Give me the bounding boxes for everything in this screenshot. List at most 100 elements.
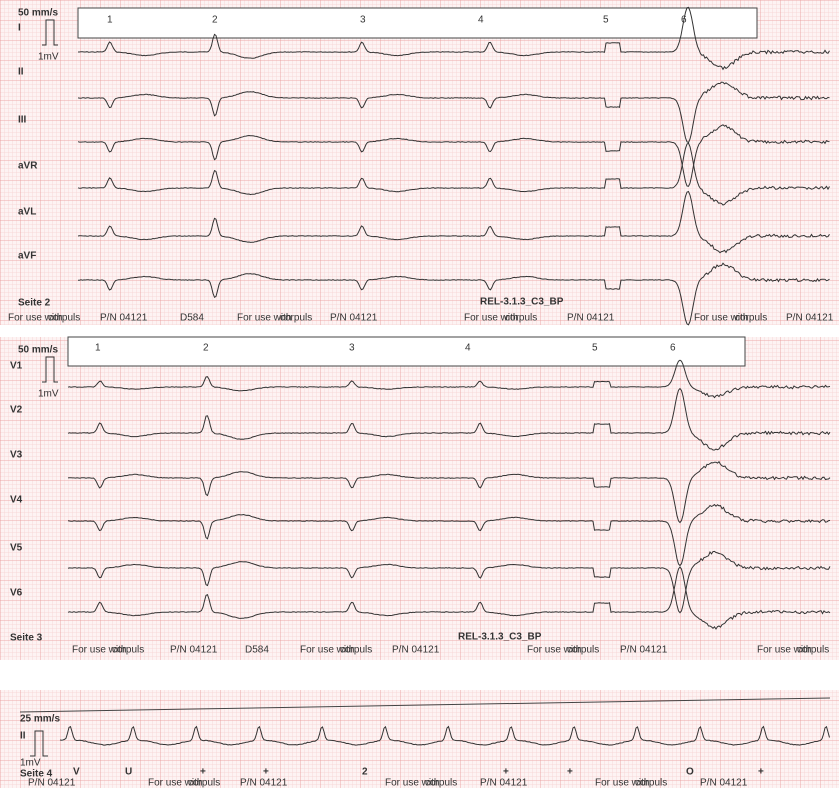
calibration-label: 1mV: [38, 52, 59, 63]
footer-text: corpuls: [340, 645, 372, 656]
ecg-trace: [67, 566, 831, 630]
event-marker: 4: [465, 343, 471, 354]
lead-label: II: [20, 731, 26, 742]
ecg-trace: [78, 6, 830, 71]
event-marker: 4: [478, 15, 484, 26]
footer-text: For use with: [757, 645, 811, 656]
footer-text: For use with: [694, 313, 748, 324]
ecg-trace: [67, 503, 831, 567]
marker-box: [77, 7, 758, 39]
event-marker: 5: [603, 15, 609, 26]
beat-annotation: +: [567, 767, 573, 778]
event-marker: 6: [670, 343, 676, 354]
page-label: Seite 2: [18, 298, 51, 309]
lead-label: II: [18, 67, 24, 78]
footer-text: P/N 04121: [100, 313, 148, 324]
footer-text: P/N 04121: [330, 313, 378, 324]
grid: [0, 690, 839, 788]
footer-text: corpuls: [280, 313, 312, 324]
recording-code: REL-3.1.3_C3_BP: [480, 297, 564, 308]
footer-text: P/N 04121: [392, 645, 440, 656]
beat-annotation: +: [200, 767, 206, 778]
footer-text: For use with: [595, 778, 649, 788]
footer-text: P/N 04121: [786, 313, 834, 324]
ecg-trace: [77, 190, 830, 254]
footer-text: P/N 04121: [240, 778, 288, 788]
lead-label: aVF: [18, 251, 36, 262]
footer-text: corpuls: [48, 313, 80, 324]
calibration-label: 1mV: [38, 389, 59, 400]
footer-text: For use with: [72, 645, 126, 656]
footer-text: corpuls: [635, 778, 667, 788]
beat-annotation: U: [125, 767, 132, 778]
lead-label: V1: [10, 361, 23, 372]
event-marker: 2: [203, 343, 209, 354]
paper-speed: 25 mm/s: [20, 714, 60, 725]
beat-annotation: +: [503, 767, 509, 778]
footer-text: For use with: [385, 778, 439, 788]
footer-text: For use with: [464, 313, 518, 324]
event-marker: 3: [349, 343, 355, 354]
beat-annotation: 2: [362, 767, 368, 778]
ecg-trace: [67, 387, 831, 451]
footer-text: P/N 04121: [480, 778, 528, 788]
ecg-trace: [67, 359, 831, 399]
beat-annotation: O: [686, 767, 694, 778]
footer-text: corpuls: [797, 645, 829, 656]
page-label: Seite 3: [10, 633, 43, 644]
footer-text: P/N 04121: [620, 645, 668, 656]
recording-code: REL-3.1.3_C3_BP: [458, 632, 542, 643]
lead-label: V3: [10, 450, 23, 461]
lead-label: III: [18, 115, 27, 126]
footer-text: P/N 04121: [700, 778, 748, 788]
calibration-pulse: [30, 730, 48, 757]
footer-text: P/N 04121: [567, 313, 615, 324]
event-marker: 1: [95, 343, 101, 354]
ecg-trace: [78, 262, 830, 326]
strip-edge: [19, 697, 831, 713]
footer-text: corpuls: [505, 313, 537, 324]
lead-label: V4: [10, 495, 23, 506]
event-marker: 5: [592, 343, 598, 354]
ecg-trace: [67, 550, 831, 614]
calibration-pulse: [42, 356, 58, 383]
lead-label: V6: [10, 588, 23, 599]
footer-text: For use with: [527, 645, 581, 656]
event-marker: 1: [107, 15, 113, 26]
calibration-label: 1mV: [20, 758, 41, 769]
footer-text: D584: [180, 313, 204, 324]
ecg-trace: [77, 81, 830, 144]
footer-text: For use with: [237, 313, 291, 324]
footer-text: D584: [245, 645, 269, 656]
footer-text: corpuls: [567, 645, 599, 656]
footer-text: corpuls: [112, 645, 144, 656]
beat-annotation: V: [73, 767, 80, 778]
marker-box: [67, 336, 746, 367]
beat-annotation: +: [263, 767, 269, 778]
footer-text: For use with: [8, 313, 62, 324]
footer-text: corpuls: [425, 778, 457, 788]
lead-label: aVR: [18, 161, 38, 172]
footer-text: For use with: [148, 778, 202, 788]
footer-text: P/N 04121: [170, 645, 218, 656]
ecg-trace: [77, 142, 830, 206]
lead-label: aVL: [18, 207, 36, 218]
lead-label: I: [18, 23, 21, 34]
beat-annotation: +: [758, 767, 764, 778]
calibration-pulse: [42, 19, 58, 46]
event-marker: 2: [212, 15, 218, 26]
grid: [0, 337, 839, 660]
lead-label: V5: [10, 543, 23, 554]
event-marker: 3: [360, 15, 366, 26]
page-label: Seite 4: [20, 769, 53, 780]
ecg-trace: [77, 124, 830, 187]
ecg-trace: [59, 725, 830, 746]
lead-label: V2: [10, 405, 23, 416]
paper-speed: 50 mm/s: [18, 8, 58, 19]
paper-speed: 50 mm/s: [18, 345, 58, 356]
footer-text: For use with: [300, 645, 354, 656]
grid: [0, 0, 839, 325]
footer-text: corpuls: [188, 778, 220, 788]
footer-text: corpuls: [735, 313, 767, 324]
